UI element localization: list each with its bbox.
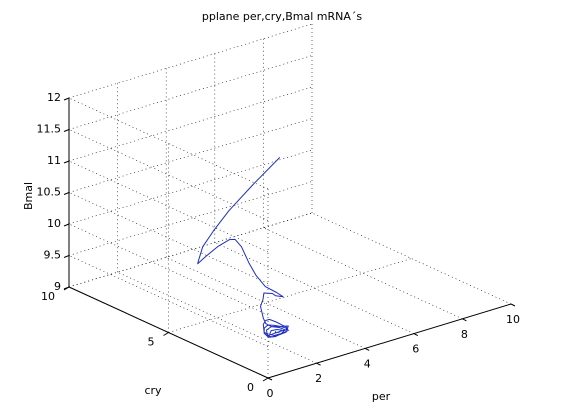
x-axis-label: per xyxy=(372,390,391,403)
z-tick-mark xyxy=(63,255,70,258)
x-tick-mark xyxy=(267,377,273,381)
grid-layer xyxy=(68,23,512,379)
x-axis-line xyxy=(267,303,512,379)
z-tick-mark xyxy=(63,286,70,290)
chart-title: pplane per,cry,Bmal mRNA´s xyxy=(202,10,363,23)
left-wall-gridline xyxy=(68,129,269,221)
back-wall-gridline xyxy=(68,86,313,162)
z-tick-mark xyxy=(63,97,70,101)
z-tick-label: 9 xyxy=(54,280,61,293)
y-tick-label: 0 xyxy=(247,381,254,394)
floor-gridline xyxy=(168,258,412,333)
y-tick-mark xyxy=(163,332,169,336)
x-tick-label: 0 xyxy=(267,387,274,400)
x-tick-mark xyxy=(462,318,467,322)
floor-gridline xyxy=(263,227,463,320)
floor-gridline xyxy=(166,257,366,349)
z-tick-label: 10 xyxy=(47,217,61,230)
back-wall-gridline xyxy=(68,118,313,193)
left-wall-gridline xyxy=(68,97,269,190)
x-tick-label: 2 xyxy=(315,372,322,385)
x-tick-label: 4 xyxy=(364,357,371,370)
x-tick-mark xyxy=(364,347,370,351)
back-wall-gridline xyxy=(68,23,313,99)
left-wall-gridline xyxy=(68,192,269,284)
y-tick-label: 10 xyxy=(41,290,55,303)
x-tick-label: 10 xyxy=(506,313,520,326)
z-tick-label: 11.5 xyxy=(37,123,62,136)
x-tick-mark xyxy=(316,362,321,366)
y-tick-label: 5 xyxy=(148,336,155,349)
z-tick-mark xyxy=(63,192,70,195)
data-layer xyxy=(197,157,289,338)
z-tick-mark xyxy=(63,160,70,164)
left-wall-gridline xyxy=(68,160,269,253)
z-tick-label: 10.5 xyxy=(37,186,62,199)
floor-gridline xyxy=(311,212,512,305)
z-tick-mark xyxy=(63,129,70,132)
back-wall-gridline xyxy=(68,55,313,130)
trajectory-line xyxy=(197,157,289,338)
z-tick-mark xyxy=(63,223,70,227)
y-axis-label: cry xyxy=(144,384,162,397)
floor-gridline xyxy=(68,212,313,288)
z-tick-label: 11 xyxy=(47,154,61,167)
z-tick-label: 12 xyxy=(47,91,61,104)
y-tick-mark xyxy=(262,377,269,382)
left-wall-gridline xyxy=(68,223,269,316)
floor-gridline xyxy=(214,242,414,334)
x-tick-label: 8 xyxy=(461,328,468,341)
z-tick-label: 9.5 xyxy=(44,249,62,262)
back-wall-gridline xyxy=(68,212,313,288)
back-wall-gridline xyxy=(68,181,313,256)
left-wall-gridline xyxy=(68,255,269,347)
z-axis-label: Bmal xyxy=(22,182,35,210)
floor-gridline xyxy=(117,271,317,364)
x-tick-mark xyxy=(510,303,516,307)
x-tick-mark xyxy=(413,333,419,337)
box-edges xyxy=(68,98,512,379)
x-tick-label: 6 xyxy=(412,343,419,356)
